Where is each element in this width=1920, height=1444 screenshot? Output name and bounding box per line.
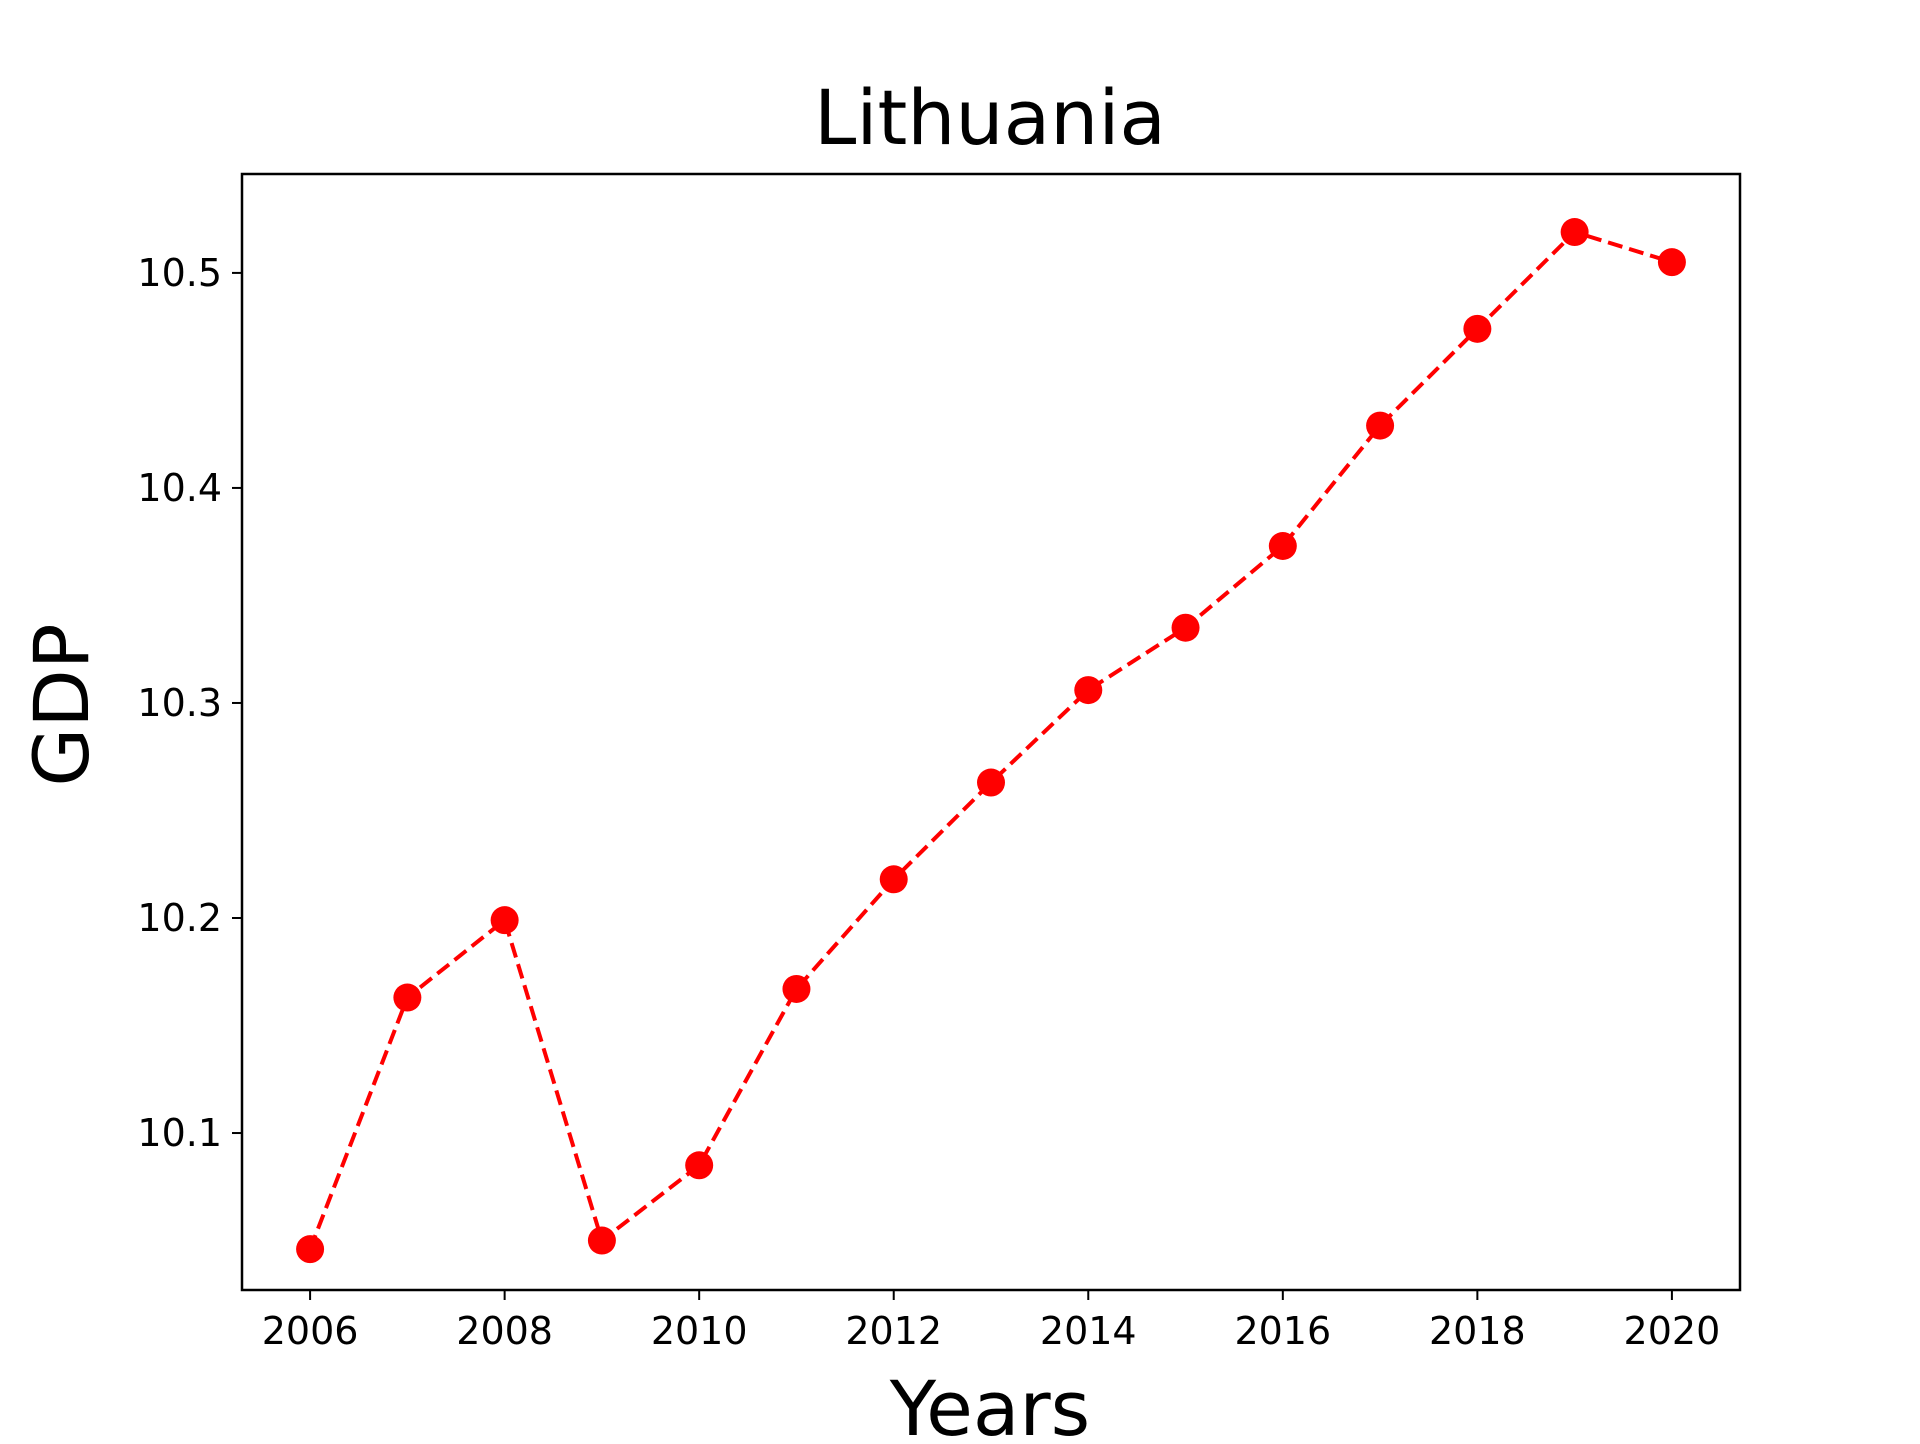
data-point [1463, 314, 1492, 343]
data-point [1366, 411, 1395, 440]
x-tick-label: 2018 [1429, 1309, 1526, 1353]
x-tick-label: 2010 [651, 1309, 748, 1353]
data-point [1560, 218, 1589, 247]
data-point [296, 1235, 325, 1264]
x-tick-label: 2008 [456, 1309, 553, 1353]
data-point [1268, 532, 1297, 560]
data-point [1657, 248, 1686, 277]
x-tick-label: 2020 [1624, 1309, 1721, 1353]
series-layer [296, 218, 1686, 1264]
y-tick-label: 10.2 [137, 896, 222, 940]
plot-area-frame [240, 172, 1742, 1292]
data-point [1074, 676, 1103, 705]
chart-title: Lithuania [814, 73, 1166, 162]
axis-ticks: 2006 2008 2010 2012 2014 2016 2018 2020 10.1 10.2… [137, 251, 1720, 1353]
data-point [879, 865, 908, 894]
data-point [490, 906, 519, 935]
y-tick-label: 10.5 [137, 251, 222, 295]
y-tick-label: 10.4 [137, 466, 222, 510]
x-tick-label: 2014 [1040, 1309, 1137, 1353]
data-point [685, 1151, 714, 1180]
series-line [308, 229, 1673, 1250]
data-point [393, 983, 422, 1012]
data-point [1171, 613, 1200, 642]
x-axis-label: Years [889, 1364, 1091, 1440]
x-tick-label: 2006 [262, 1309, 359, 1353]
data-point [587, 1226, 616, 1255]
data-point [782, 974, 811, 1003]
y-tick-label: 10.1 [137, 1111, 222, 1155]
x-tick-label: 2016 [1234, 1309, 1331, 1353]
y-axis-label: GDP [17, 623, 106, 786]
y-tick-label: 10.3 [137, 681, 222, 725]
x-tick-label: 2012 [845, 1309, 942, 1353]
data-point [977, 768, 1005, 797]
